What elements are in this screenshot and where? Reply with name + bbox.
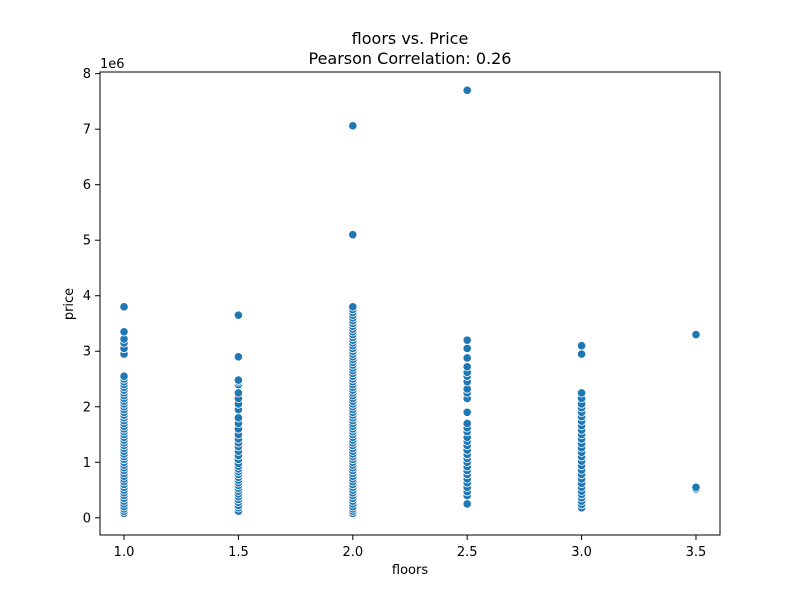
x-axis-ticks: 1.0 1.5 2.0 2.5 3.0 3.5 [114, 535, 707, 560]
y-axis-ticks: 0 1 2 3 4 5 6 7 8 [83, 67, 100, 526]
data-point [348, 121, 358, 131]
data-point [462, 407, 472, 417]
data-point [462, 499, 472, 509]
data-point [576, 341, 587, 351]
data-point [462, 362, 472, 372]
y-tick-label: 5 [83, 234, 91, 249]
y-tick-label: 0 [83, 511, 91, 526]
y-tick-label: 7 [83, 123, 91, 138]
chart-title: floors vs. Price [352, 29, 469, 48]
x-axis-label: floors [392, 563, 428, 578]
y-tick-label: 1 [83, 456, 91, 471]
data-point [233, 388, 244, 398]
data-point [462, 85, 472, 95]
data-points [119, 85, 701, 518]
x-tick-label: 3.5 [686, 545, 707, 560]
y-tick-label: 6 [83, 178, 91, 193]
x-tick-label: 1.5 [228, 545, 249, 560]
y-offset-label: 1e6 [100, 57, 125, 72]
data-point [119, 327, 129, 337]
data-point [576, 388, 587, 398]
data-point [691, 482, 701, 492]
data-point [233, 352, 244, 362]
y-axis-label: price [62, 288, 77, 320]
data-point [576, 349, 587, 359]
y-tick-label: 3 [83, 345, 91, 360]
x-tick-label: 2.5 [457, 545, 478, 560]
y-tick-label: 8 [83, 67, 91, 82]
x-tick-label: 3.0 [571, 545, 592, 560]
plot-frame [99, 71, 721, 536]
data-point [119, 302, 129, 312]
data-point [691, 329, 701, 340]
data-point [233, 310, 244, 320]
data-point [348, 302, 358, 312]
data-point [462, 343, 472, 354]
data-point [462, 353, 472, 363]
data-point [462, 418, 472, 429]
y-tick-label: 2 [83, 400, 91, 415]
data-point [233, 413, 244, 423]
x-tick-label: 2.0 [342, 545, 363, 560]
chart-subtitle: Pearson Correlation: 0.26 [309, 49, 512, 68]
data-point [348, 230, 358, 240]
y-tick-label: 4 [83, 289, 91, 304]
data-point [119, 371, 129, 381]
x-tick-label: 1.0 [114, 545, 135, 560]
data-point [233, 375, 244, 385]
data-point [462, 335, 472, 345]
